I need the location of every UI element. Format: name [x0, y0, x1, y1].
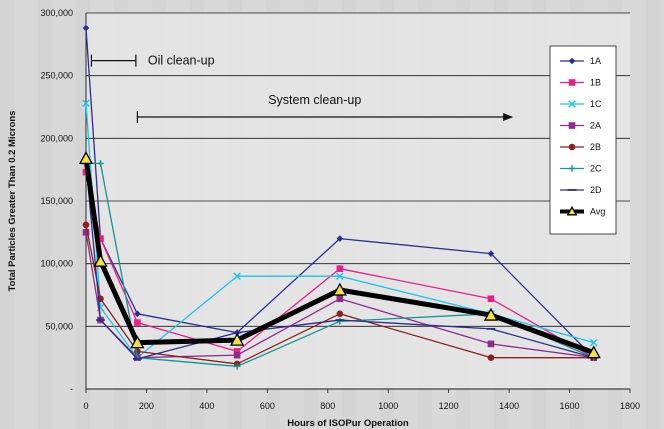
legend-label: 2A — [590, 121, 601, 131]
data-point-circle — [134, 348, 141, 355]
data-point-plus — [233, 363, 241, 370]
data-point-triangle — [93, 253, 108, 267]
axes: - 50,000 100,000 150,000 200,000 250,000 300,0… — [40, 8, 640, 411]
background-stripe — [646, 0, 660, 429]
x-tick-label: 200 — [139, 401, 154, 411]
data-point-square — [336, 295, 344, 303]
data-point-triangle — [130, 335, 145, 349]
legend-label: 2B — [590, 142, 601, 152]
data-point-square — [134, 319, 141, 326]
annotations: Oil clean-up System clean-up — [90, 54, 514, 124]
x-axis-title: Hours of ISOPur Operation — [287, 418, 409, 429]
legend-label: Avg — [590, 207, 605, 217]
data-point-circle — [568, 143, 576, 151]
annotation-oil-cleanup: Oil clean-up — [90, 54, 215, 68]
data-point-triangle — [483, 307, 499, 321]
x-tick-label: 600 — [260, 401, 275, 411]
legend-entry-2c: 2C — [560, 164, 602, 174]
annotation-label: Oil clean-up — [148, 54, 215, 68]
x-tick-label: 0 — [83, 401, 88, 411]
data-point-square — [336, 265, 344, 272]
background-stripe — [0, 0, 14, 429]
x-tick-label: 400 — [199, 401, 214, 411]
data-point-triangle — [566, 205, 578, 216]
x-tick-label: 800 — [320, 401, 335, 411]
data-point-x — [336, 272, 344, 280]
data-point-square — [82, 229, 90, 236]
data-point-diamond — [134, 310, 141, 318]
data-point-square — [568, 79, 576, 86]
legend-label: 2C — [590, 164, 602, 174]
data-point-triangle — [230, 332, 245, 346]
data-point-diamond — [487, 250, 495, 257]
legend-box — [549, 45, 617, 235]
y-tick-label: - — [70, 384, 73, 394]
legend-entry-avg: Avg — [560, 205, 605, 217]
data-point-triangle — [332, 282, 347, 296]
y-axis-title: Total Particles Greater Than 0.2 Microns — [7, 111, 18, 292]
data-point-plus — [336, 318, 344, 325]
series-lines — [78, 24, 601, 370]
legend-label: 2D — [590, 185, 602, 195]
data-point-circle — [82, 221, 90, 229]
data-point-triangle — [586, 345, 601, 359]
x-tick-label: 1000 — [378, 401, 398, 411]
data-point-square — [487, 340, 495, 348]
data-point-square — [487, 295, 495, 303]
legend-entry-1c: 1C — [560, 99, 602, 109]
legend: 1A 1B 1C 2A 2B 2C 2D Avg — [549, 45, 617, 235]
series-avg — [78, 151, 601, 359]
data-point-circle — [336, 310, 344, 318]
data-point-square — [233, 351, 241, 359]
data-point-plus — [568, 165, 576, 172]
data-point-triangle — [78, 151, 94, 165]
legend-entry-2d: 2D — [560, 185, 602, 195]
legend-entry-2a: 2A — [560, 121, 601, 131]
data-point-plus — [134, 354, 141, 361]
data-point-x — [568, 100, 576, 108]
data-point-square — [233, 348, 241, 355]
legend-entry-1a: 1A — [560, 56, 601, 66]
data-point-diamond — [568, 57, 576, 65]
data-point-diamond — [82, 24, 90, 32]
y-tick-label: 200,000 — [40, 133, 73, 143]
background-stripe — [38, 0, 52, 429]
legend-label: 1C — [590, 99, 602, 109]
y-tick-label: 300,000 — [40, 8, 73, 18]
legend-label: 1B — [590, 78, 601, 88]
annotation-system-cleanup: System clean-up — [136, 93, 514, 124]
gridlines — [86, 12, 630, 327]
x-tick-label: 1800 — [620, 401, 640, 411]
data-point-x — [82, 99, 90, 108]
data-point-x — [233, 272, 241, 280]
data-point-square — [97, 235, 104, 242]
x-tick-label: 1400 — [499, 401, 519, 411]
legend-entry-2b: 2B — [560, 142, 601, 152]
y-tick-label: 50,000 — [45, 321, 73, 331]
data-point-x — [589, 338, 598, 347]
y-tick-label: 100,000 — [40, 259, 73, 269]
legend-label: 1A — [590, 56, 601, 66]
data-point-plus — [97, 160, 104, 167]
annotation-label: System clean-up — [268, 93, 361, 107]
data-point-square — [568, 122, 576, 129]
x-tick-label: 1600 — [560, 401, 580, 411]
y-tick-label: 150,000 — [40, 196, 73, 206]
y-tick-label: 250,000 — [40, 71, 73, 81]
legend-entry-1b: 1B — [560, 78, 601, 88]
x-tick-label: 1200 — [439, 401, 459, 411]
data-point-diamond — [336, 235, 344, 242]
data-point-circle — [487, 354, 495, 361]
